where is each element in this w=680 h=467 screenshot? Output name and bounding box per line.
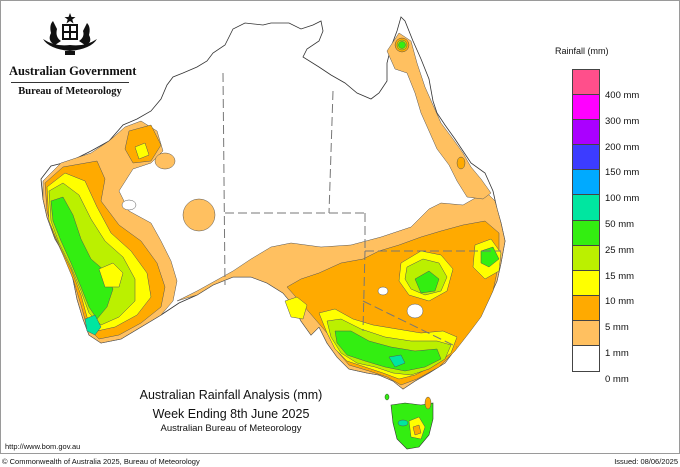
rain-25mm-cape-york xyxy=(398,41,406,49)
legend-swatch xyxy=(573,120,599,146)
legend-swatch xyxy=(573,295,599,321)
legend-swatch xyxy=(573,95,599,121)
map-credit: Australian Bureau of Meteorology xyxy=(160,423,302,434)
legend-label: 50 mm xyxy=(605,219,635,230)
legend-swatch xyxy=(573,245,599,271)
state-borders xyxy=(222,72,501,348)
rain-10mm-pocket-north xyxy=(134,142,150,160)
legend-label: 150 mm xyxy=(605,167,640,179)
legend-label: 1 mm xyxy=(605,348,629,359)
issued-date: Issued: 08/06/2025 xyxy=(614,457,678,466)
legend-swatch xyxy=(573,170,599,196)
legend-label: 100 mm xyxy=(605,193,640,205)
rain-50mm-tasmania xyxy=(397,419,409,427)
legend-label: 0 mm xyxy=(605,373,629,385)
legend-swatch xyxy=(573,145,599,171)
rain-25mm-nsw xyxy=(414,270,440,294)
legend-label: 10 mm xyxy=(605,296,635,308)
dry-hole xyxy=(121,199,137,211)
logo-divider xyxy=(11,82,129,83)
legend-swatch xyxy=(573,270,599,296)
agency-name: Bureau of Meteorology xyxy=(18,86,122,97)
legend-swatch xyxy=(573,70,599,96)
rain-50mm-southeast xyxy=(388,354,406,368)
rain-50mm-west xyxy=(84,314,102,336)
rain-25mm-southeast xyxy=(334,330,442,372)
map-frame: Australian Government Bureau of Meteorol… xyxy=(0,0,680,454)
legend-swatch xyxy=(573,220,599,246)
government-logo: Australian Government Bureau of Meteorol… xyxy=(9,11,137,97)
dry-hole xyxy=(406,303,424,319)
rain-5mm-qld-central xyxy=(456,156,466,170)
legend-label: 400 mm xyxy=(605,90,640,101)
dry-hole xyxy=(377,286,389,296)
rain-1mm-qld-coast xyxy=(386,32,492,200)
rain-25mm-nnsw xyxy=(480,246,500,268)
king-island xyxy=(384,393,390,401)
rain-1mm-isolated xyxy=(182,198,216,232)
legend-label: 5 mm xyxy=(605,322,629,334)
rain-10mm-sa xyxy=(284,296,308,320)
legend-swatch xyxy=(573,320,599,347)
legend-color-bar xyxy=(572,69,600,373)
government-name: Australian Government xyxy=(9,64,137,78)
map-subtitle: Week Ending 8th June 2025 xyxy=(152,407,310,421)
legend-label: 200 mm xyxy=(605,141,640,153)
legend-swatch xyxy=(573,195,599,221)
rain-5mm-tasmania xyxy=(412,424,422,436)
legend-label: 25 mm xyxy=(605,244,635,256)
coat-of-arms-icon xyxy=(43,13,97,55)
rain-1mm-isolated-2 xyxy=(154,152,176,170)
legend-swatch xyxy=(573,346,599,372)
rain-1mm-flinders-island xyxy=(424,396,432,410)
rainfall-map xyxy=(40,16,506,450)
map-title: Australian Rainfall Analysis (mm) xyxy=(139,388,323,402)
legend-title: Rainfall (mm) xyxy=(555,46,609,56)
legend-label: 300 mm xyxy=(605,115,640,127)
rain-25mm-west xyxy=(50,196,114,320)
rain-10mm-pocket xyxy=(98,262,124,288)
legend-label: 15 mm xyxy=(605,270,635,282)
map-title-block: Australian Rainfall Analysis (mm) Week E… xyxy=(131,387,331,435)
copyright-notice: © Commonwealth of Australia 2025, Bureau… xyxy=(2,457,200,466)
website-link[interactable]: http://www.bom.gov.au xyxy=(5,442,81,451)
